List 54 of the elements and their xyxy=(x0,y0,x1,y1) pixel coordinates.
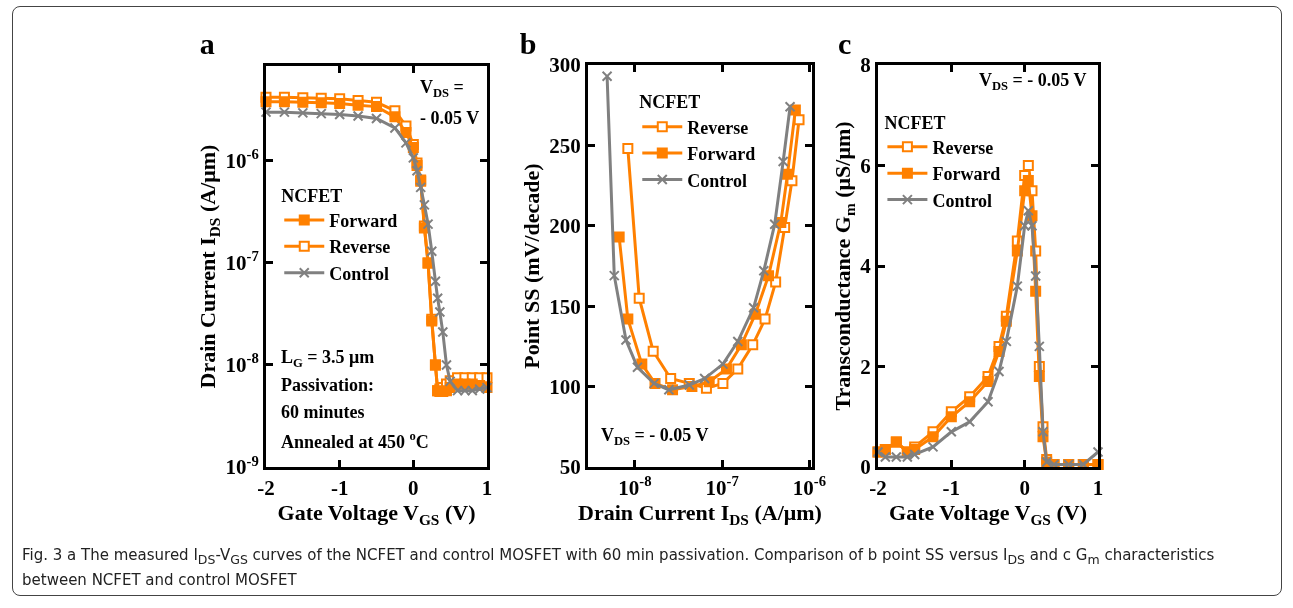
y-tick-label: 8 xyxy=(860,53,871,78)
x-tick-label: 1 xyxy=(481,476,493,501)
x-tick-label: -2 xyxy=(869,476,887,501)
legend-title: NCFET xyxy=(884,112,946,133)
annotation: 60 minutes xyxy=(281,402,365,422)
y-tick-label: 4 xyxy=(860,254,872,279)
legend-label: Control xyxy=(329,263,389,284)
x-tick-label: 0 xyxy=(1019,476,1030,501)
annotation: L$_{G}$ = 3.5 μm xyxy=(281,347,375,370)
y-tick-label: 0 xyxy=(860,455,871,480)
x-axis-title: Drain Current I$_{DS}$ (A/μm) xyxy=(578,500,822,528)
legend-title: NCFET xyxy=(639,92,701,113)
x-tick-label: -1 xyxy=(330,476,349,501)
legend-label: Control xyxy=(932,190,993,211)
x-tick-label: -1 xyxy=(942,476,961,501)
x-tick-label: 0 xyxy=(408,476,419,501)
annotation: V$_{DS}$ = - 0.05 V xyxy=(979,70,1087,93)
x-tick-label: -2 xyxy=(257,476,275,501)
y-tick-label: 10$^{-9}$ xyxy=(225,452,259,480)
annotation: V$_{DS}$ = xyxy=(420,77,464,100)
annotation: Passivation: xyxy=(281,375,375,395)
y-tick-label: 250 xyxy=(549,133,581,158)
x-tick-label: 10$^{-6}$ xyxy=(792,473,827,501)
legend-label: Reverse xyxy=(687,117,749,138)
y-tick-label: 150 xyxy=(549,294,581,319)
chart-title: a xyxy=(199,26,215,60)
annotation: - 0.05 V xyxy=(420,108,480,128)
annotation: Annealed at 450 $^{o}$C xyxy=(281,429,429,452)
legend-label: Forward xyxy=(687,144,756,165)
legend-label: Forward xyxy=(329,210,398,231)
y-tick-label: 50 xyxy=(559,455,581,480)
y-tick-label: 200 xyxy=(549,214,581,239)
legend-label: Reverse xyxy=(329,237,391,258)
y-axis-title: Point SS (mV/decade) xyxy=(519,163,545,369)
y-tick-label: 10$^{-7}$ xyxy=(225,248,259,276)
chart-title: c xyxy=(838,26,852,60)
legend-title: NCFET xyxy=(281,185,343,206)
chart-title: b xyxy=(519,26,537,60)
y-tick-label: 6 xyxy=(860,153,871,178)
text: Fig. 3 a The measured I$_{DS}$-V$_{GS}$ curves of the NCFET and control MOSFET with 60 min passivation. Comparison of b point SS versus I$_{DS}$ and c G$_{m}$ characteristics between NCFET and control MOSFET xyxy=(22,546,1215,589)
y-tick-label: 10$^{-8}$ xyxy=(225,350,259,378)
y-tick-label: 2 xyxy=(860,354,871,379)
x-tick-label: 1 xyxy=(1092,476,1104,501)
x-tick-label: 10$^{-8}$ xyxy=(618,473,652,501)
x-axis-title: Gate Voltage V$_{GS}$ (V) xyxy=(889,500,1087,528)
x-tick-label: 10$^{-7}$ xyxy=(705,473,739,501)
legend-label: Reverse xyxy=(932,137,994,158)
annotation: V$_{DS}$ = - 0.05 V xyxy=(601,425,709,448)
x-axis-title: Gate Voltage V$_{GS}$ (V) xyxy=(277,500,476,528)
y-tick-label: 300 xyxy=(549,53,581,78)
y-tick-label: 100 xyxy=(549,374,581,399)
legend-label: Forward xyxy=(932,164,1001,185)
y-tick-label: 10$^{-6}$ xyxy=(225,146,259,174)
legend-label: Control xyxy=(687,170,747,191)
